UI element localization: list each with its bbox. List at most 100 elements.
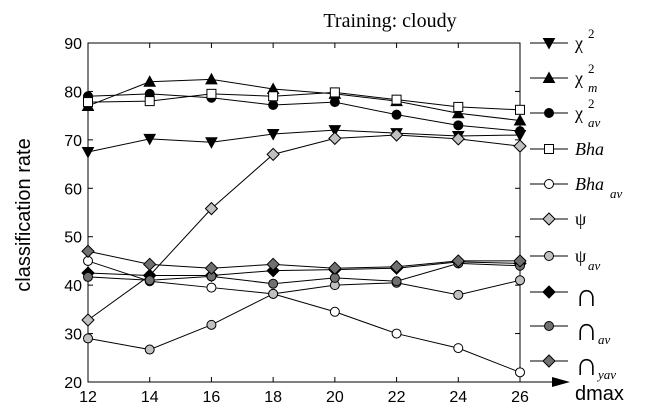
data-point [143,133,157,146]
x-tick-label: 20 [326,389,344,406]
data-point [143,75,157,87]
legend-label-superscript: 2 [588,61,595,76]
data-point [329,97,340,108]
legend-label-subscript: av [588,258,601,273]
data-point [451,106,465,119]
data-point [206,319,217,330]
legend-item: ∩ yav [530,346,616,382]
data-point [515,367,525,378]
data-point [451,132,465,146]
data-point [453,343,464,354]
legend-marker [542,71,556,83]
data-point [206,282,217,293]
legend-label-subscript: m [588,80,597,95]
series-line [87,134,521,321]
data-point [391,328,402,339]
x-tick-label: 12 [79,389,97,406]
legend-marker [544,179,554,189]
data-point [328,131,342,146]
legend-label-subscript: yav [596,367,616,382]
series-line [87,250,520,269]
legend-label-9: ∩ [575,346,598,382]
legend-label-6: ψ [575,246,587,266]
y-axis-label: classification rate [13,138,35,291]
data-point [204,201,219,216]
legend-item: ψ av [530,246,601,273]
data-point [453,120,464,131]
legend-label-superscript: 2 [588,96,595,111]
legend-marker [544,251,554,261]
legend-marker [544,321,554,331]
data-point [83,271,93,282]
x-axis-label: dmax [575,383,624,405]
data-point [204,261,219,275]
data-point [144,275,155,286]
data-point [205,137,218,149]
legend-label-7: ∩ [575,277,598,313]
data-point [328,261,342,275]
legend-label-2: χ [574,103,583,123]
plot-frame [87,42,521,383]
y-tick-label: 50 [64,230,82,247]
series-3 [83,87,525,115]
series-9 [81,244,527,275]
series-line [87,261,521,276]
series-line [87,93,521,132]
data-point [144,344,155,355]
series-line [87,91,521,111]
legend-item: ∩ av [530,311,611,347]
data-point [513,254,527,268]
legend-item: ∩ [530,277,598,313]
x-tick-label: 24 [449,389,467,406]
data-point [268,91,279,102]
legend-marker [542,212,556,226]
x-tick-label: 26 [511,389,529,406]
data-point [513,113,527,126]
data-point [81,244,95,258]
series-layer [81,72,527,378]
data-point [81,146,95,159]
legend-marker [542,354,556,368]
legend-label-subscript: av [598,332,611,347]
data-point [391,109,402,120]
legend-marker [544,108,554,118]
y-tick-label: 60 [64,181,82,198]
data-point [329,306,340,317]
legend-label-subscript: av [610,186,623,201]
series-line [87,129,521,153]
legend-label-subscript: av [588,115,601,130]
x-tick-label: 22 [388,389,406,406]
data-point [453,289,464,300]
data-point [83,97,93,108]
data-point [206,88,217,99]
series-6 [83,275,525,355]
legend-label-4: Bha [575,174,604,194]
data-point [266,129,280,141]
series-line [87,260,521,373]
data-point [453,101,464,112]
legend-item: χ 2 av [530,96,601,130]
data-point [268,278,279,289]
y-tick-label: 90 [64,36,82,53]
y-tick-label: 40 [64,278,82,295]
data-point [389,260,404,274]
legend-item: Bha [530,139,604,159]
data-point [328,125,342,137]
y-tick-label: 30 [64,327,82,344]
legend-marker [542,285,556,299]
data-point [83,333,93,344]
data-point [391,94,402,105]
y-tick-label: 80 [64,84,82,101]
x-tick-label: 18 [264,389,282,406]
data-point [205,72,218,85]
series-line [87,78,521,121]
series-line [87,279,521,351]
legend-label-5: ψ [575,209,587,229]
legend-label-superscript: 2 [588,26,595,41]
y-tick-label: 20 [64,375,82,392]
data-point [513,139,527,153]
legend-item: χ 2 m [530,61,597,95]
x-tick-label: 16 [203,389,221,406]
